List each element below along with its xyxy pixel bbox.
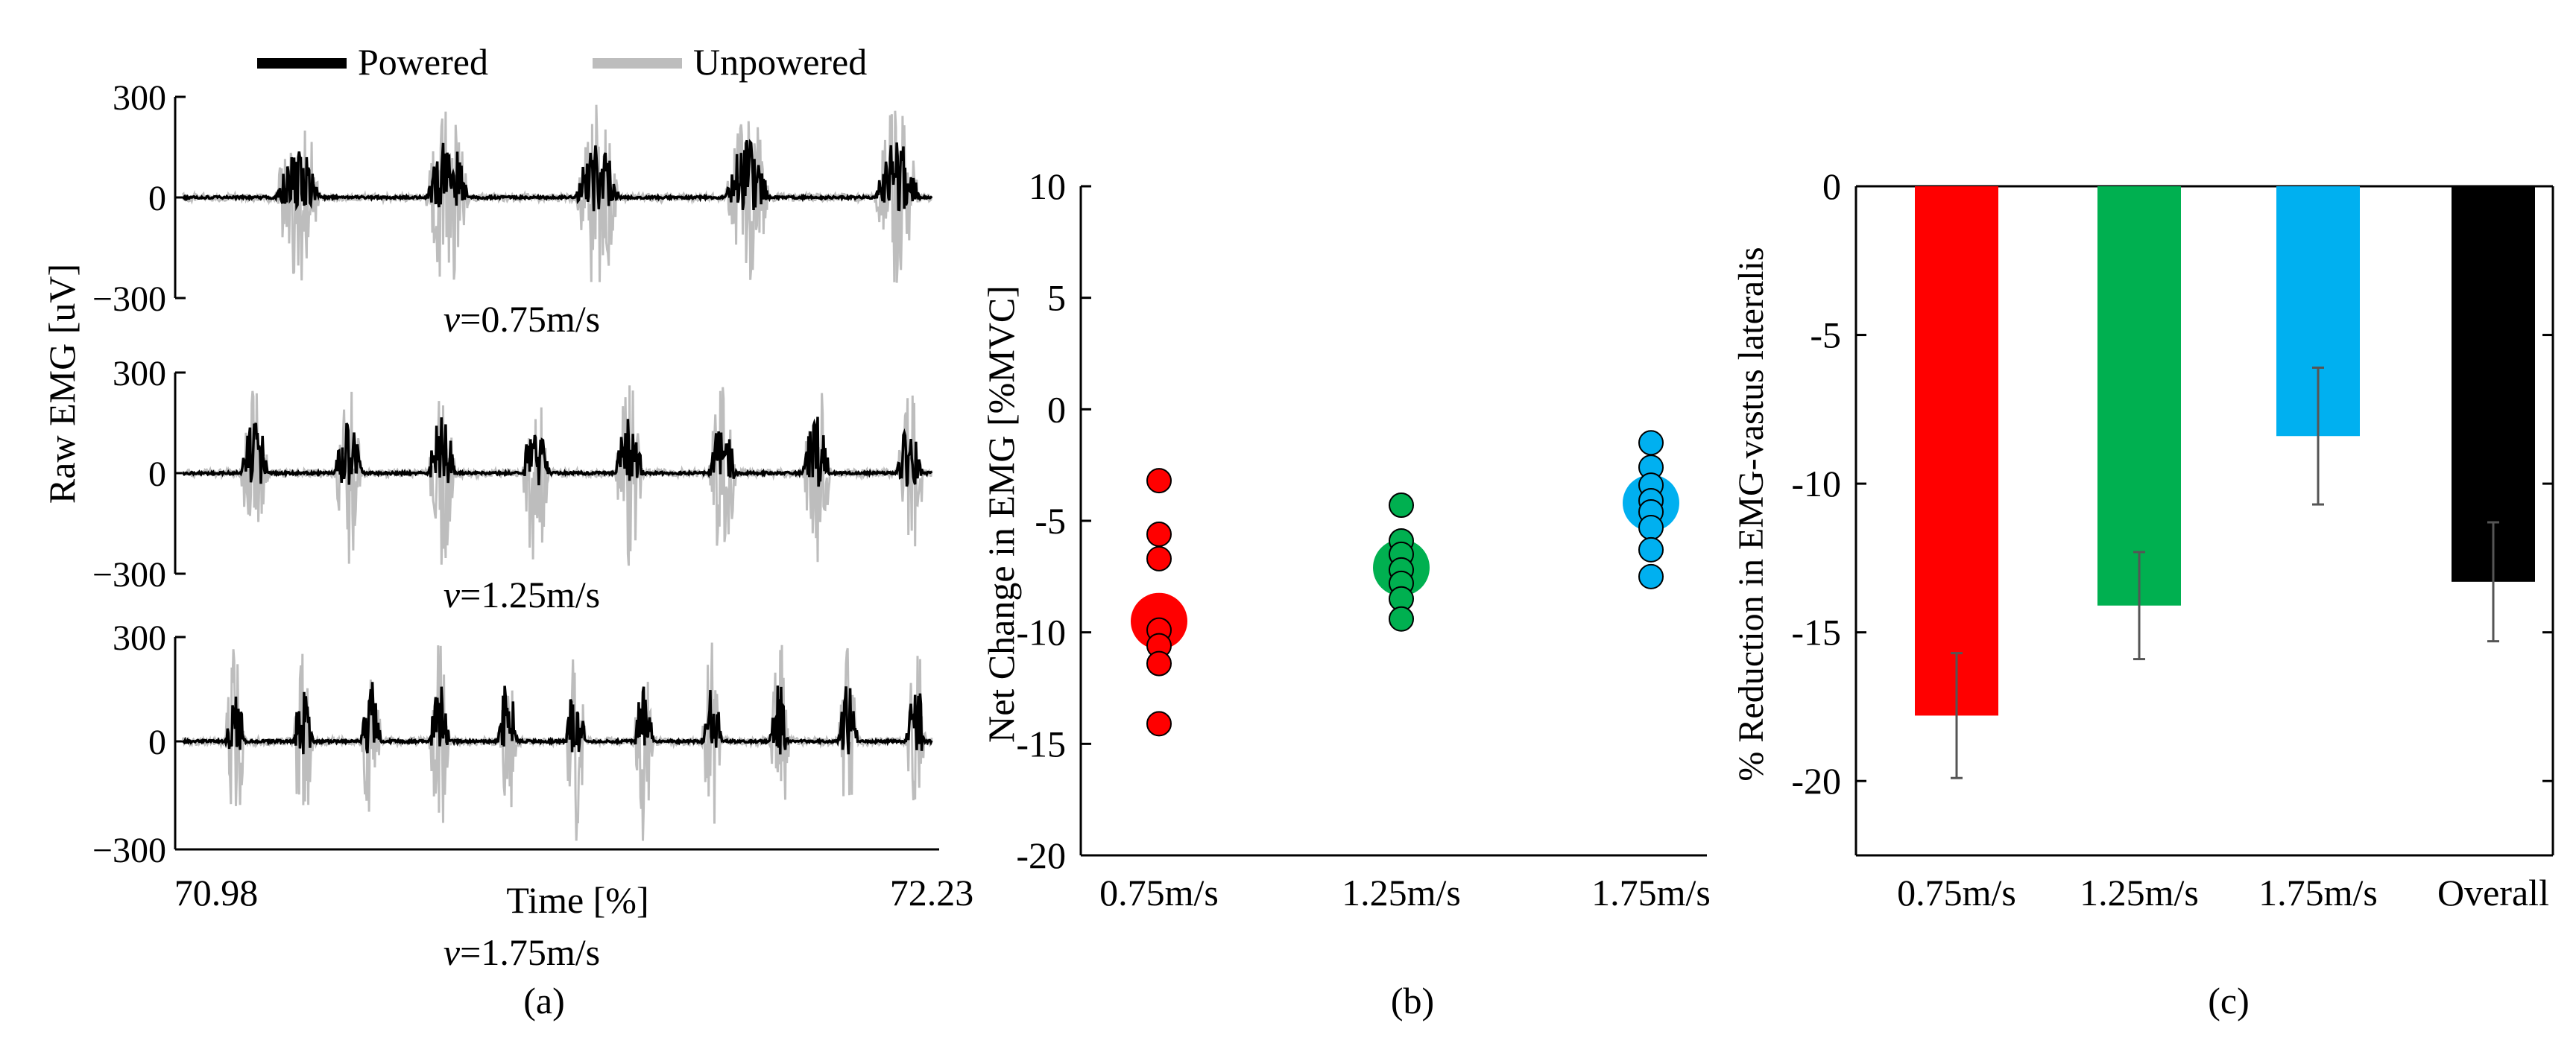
emg-speed-caption: v=0.75m/s bbox=[443, 298, 600, 340]
panel-c-y-tick-label: -5 bbox=[1810, 314, 1841, 356]
scatter-point bbox=[1146, 468, 1172, 494]
panel-b-y-tick-label: -15 bbox=[1016, 723, 1066, 764]
panel-c-y-tick-label: -20 bbox=[1791, 760, 1841, 802]
emg-y-tick-label: 300 bbox=[113, 78, 166, 118]
panel-b-y-tick-label: -20 bbox=[1016, 834, 1066, 876]
panel-b-y-tick-label: 0 bbox=[1047, 388, 1066, 430]
emg-y-tick-label: 300 bbox=[113, 618, 166, 658]
emg-y-tick-label: −300 bbox=[92, 279, 166, 319]
panel-a-label: (a) bbox=[523, 980, 565, 1022]
legend-label-powered: Powered bbox=[358, 41, 488, 83]
emg-y-tick-label: −300 bbox=[92, 831, 166, 870]
emg-trace-powered bbox=[182, 139, 933, 212]
scatter-point bbox=[1146, 545, 1172, 571]
scatter-point bbox=[1638, 536, 1664, 563]
emg-subplot-3: 300 0 −300 v=1.75m/s bbox=[92, 618, 939, 973]
emg-trace-powered bbox=[182, 682, 933, 755]
emg-speed-caption: v=1.75m/s bbox=[443, 931, 600, 973]
panel-a-xlabel: Time [%] bbox=[506, 879, 648, 921]
emg-y-tick-label: −300 bbox=[92, 555, 166, 595]
panel-c-reduction: 0 -5 -10 -15 -20 0.75m/s 1.25m/s 1.75m/s Overall… bbox=[1731, 165, 2554, 1022]
scatter-point bbox=[1638, 514, 1664, 540]
emg-y-tick-label: 0 bbox=[148, 179, 166, 218]
emg-y-tick-label: 0 bbox=[148, 455, 166, 494]
panel-b-ylabel: Net Change in EMG [%MVC] bbox=[980, 285, 1022, 743]
panel-c-y-tick-label: -15 bbox=[1791, 612, 1841, 653]
scatter-point bbox=[1638, 430, 1664, 456]
emg-subplot-1: 300 0 −300 v=0.75m/s bbox=[92, 78, 933, 340]
panel-c-x-tick-label: Overall bbox=[2437, 872, 2549, 913]
panel-c-y-tick-label: -10 bbox=[1791, 463, 1841, 504]
panel-b-x-tick-label: 1.25m/s bbox=[1342, 872, 1461, 913]
panel-c-x-tick-label: 0.75m/s bbox=[1897, 872, 2016, 913]
scatter-point bbox=[1389, 606, 1414, 632]
emg-subplots: 300 0 −300 v=0.75m/s 300 0 −300 v=1.25m/s 300 0 −3… bbox=[92, 78, 939, 973]
panel-c-label: (c) bbox=[2208, 980, 2250, 1022]
panel-c-ylabel: % Reduction in EMG-vastus lateralis bbox=[1731, 247, 1771, 781]
panel-b-net-change: 10 5 0 -5 -10 -15 -20 0.75m/s 1.25m/s 1.75m/s Net… bbox=[980, 165, 1711, 1022]
panel-c-bars bbox=[1915, 186, 2535, 779]
scatter-series-0.75m/s bbox=[1131, 468, 1187, 737]
panel-c-y-tick-label: 0 bbox=[1822, 165, 1841, 207]
scatter-series-1.75m/s bbox=[1623, 430, 1679, 589]
emg-y-tick-label: 300 bbox=[113, 354, 166, 393]
scatter-point bbox=[1638, 563, 1664, 589]
scatter-point bbox=[1389, 493, 1414, 519]
panel-b-axes: 10 5 0 -5 -10 -15 -20 0.75m/s 1.25m/s 1.75m/s bbox=[1016, 165, 1711, 913]
panel-b-label: (b) bbox=[1391, 980, 1434, 1022]
panel-b-x-tick-label: 0.75m/s bbox=[1099, 872, 1219, 913]
panel-b-y-tick-label: -10 bbox=[1016, 612, 1066, 653]
bar-0.75m/s bbox=[1915, 186, 1998, 716]
panel-a-xtick-end: 72.23 bbox=[890, 872, 974, 913]
panel-a-xtick-start: 70.98 bbox=[174, 872, 259, 913]
bar-1.25m/s bbox=[2097, 186, 2181, 606]
panel-a-ylabel: Raw EMG [uV] bbox=[41, 264, 83, 504]
panel-b-y-tick-label: 5 bbox=[1047, 277, 1066, 319]
scatter-point bbox=[1146, 650, 1172, 677]
scatter-series-1.25m/s bbox=[1373, 493, 1430, 632]
scatter-point bbox=[1146, 521, 1172, 547]
emg-speed-caption: v=1.25m/s bbox=[443, 574, 600, 615]
emg-trace-powered bbox=[181, 417, 933, 487]
panel-c-axes: 0 -5 -10 -15 -20 0.75m/s 1.25m/s 1.75m/s Overall bbox=[1791, 165, 2554, 913]
legend: Powered Unpowered bbox=[257, 41, 867, 83]
panel-b-points bbox=[1131, 430, 1679, 737]
emg-subplot-2: 300 0 −300 v=1.25m/s bbox=[92, 354, 933, 615]
panel-b-y-tick-label: -5 bbox=[1035, 500, 1066, 542]
panel-b-y-tick-label: 10 bbox=[1029, 165, 1066, 207]
emg-y-tick-label: 0 bbox=[148, 723, 166, 762]
panel-b-x-tick-label: 1.75m/s bbox=[1591, 872, 1711, 913]
scatter-point bbox=[1146, 711, 1172, 737]
legend-label-unpowered: Unpowered bbox=[693, 41, 867, 83]
panel-a-raw-emg: Powered Unpowered 300 0 −300 v=0.75m/s 300 0 −… bbox=[41, 41, 973, 1022]
bar-Overall bbox=[2452, 186, 2535, 582]
panel-c-x-tick-label: 1.75m/s bbox=[2258, 872, 2378, 913]
panel-c-x-tick-label: 1.25m/s bbox=[2080, 872, 2199, 913]
